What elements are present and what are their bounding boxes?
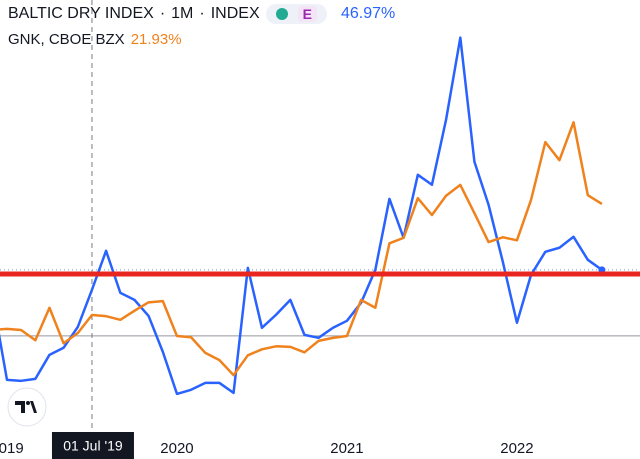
legend-change: 21.93% — [130, 31, 182, 48]
separator: · — [199, 5, 205, 22]
x-tick-label: 2019 — [0, 440, 24, 457]
legend-name: GNK, CBOE BZX — [8, 31, 125, 48]
legend-interval: 1M — [171, 5, 194, 22]
legend-change: 46.97% — [340, 5, 396, 22]
crosshair-label: 01 Jul '19 — [63, 438, 123, 454]
plot-area — [0, 0, 640, 430]
legend-exchange: INDEX — [210, 5, 260, 22]
x-tick-label: 2020 — [160, 440, 193, 457]
legend-row: GNK, CBOE BZX 21.93% — [8, 31, 182, 48]
separator: · — [159, 5, 166, 22]
x-tick-label: 2022 — [500, 440, 533, 457]
series-line — [0, 36, 603, 396]
status-pill[interactable]: E — [265, 4, 327, 24]
legend-row: BALTIC DRY INDEX · 1M · INDEX E 46.97% — [8, 4, 395, 24]
market-status-dot — [275, 8, 288, 20]
badge: E — [297, 6, 317, 22]
x-tick-label: 2021 — [330, 440, 363, 457]
logo — [7, 387, 47, 427]
series-line — [0, 121, 603, 377]
legend-title: BALTIC DRY INDEX — [8, 5, 154, 22]
crosshair-label-box — [51, 432, 134, 459]
